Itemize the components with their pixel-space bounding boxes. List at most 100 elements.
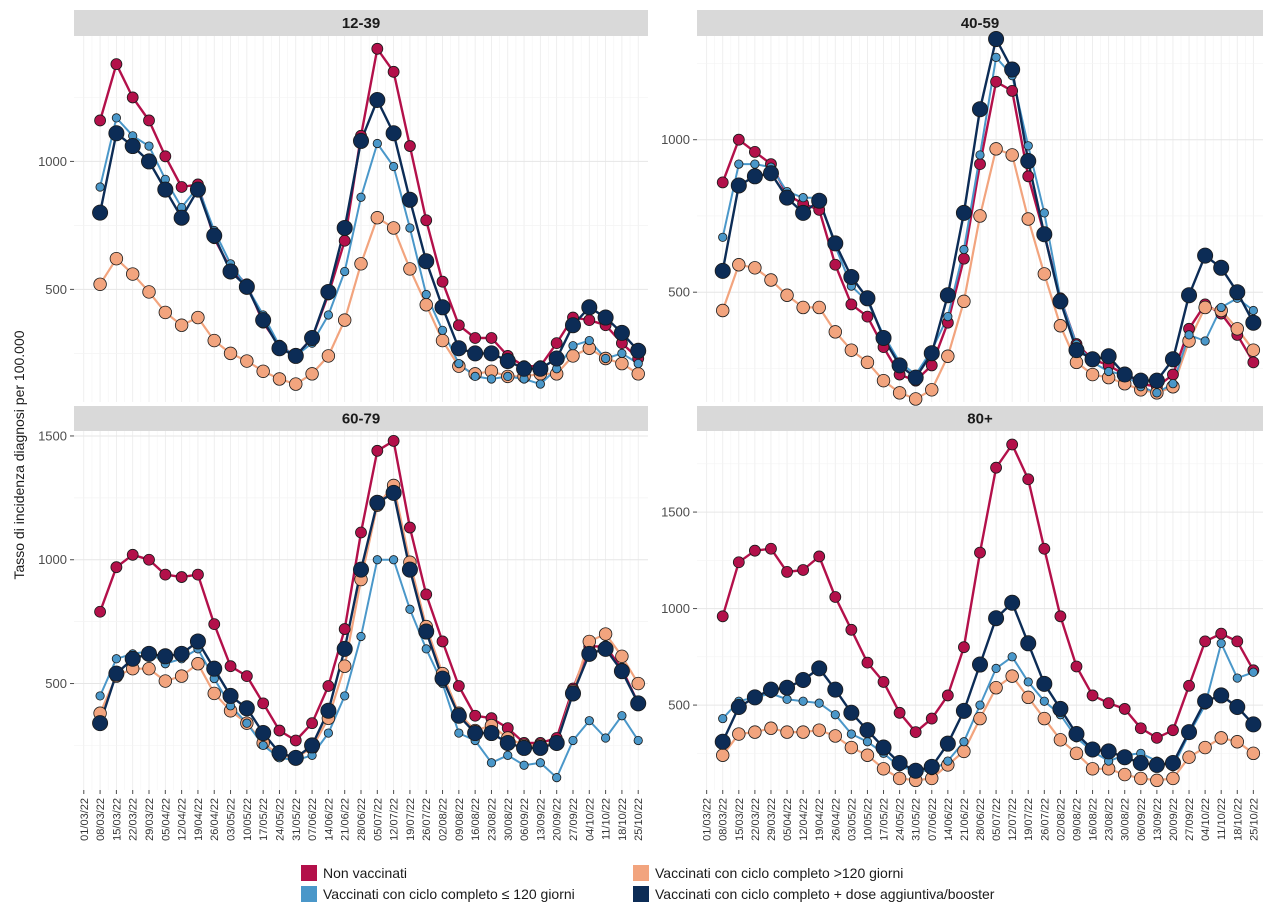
data-point	[403, 262, 417, 276]
data-point	[991, 663, 1001, 674]
data-point	[322, 680, 335, 692]
data-point	[779, 679, 796, 696]
series-line	[721, 675, 1255, 782]
data-point	[568, 341, 578, 351]
data-point	[957, 744, 971, 759]
data-point	[973, 209, 987, 223]
data-point	[1004, 594, 1021, 611]
data-point	[907, 369, 924, 386]
data-point	[988, 610, 1005, 627]
x-tick-label: 12/07/22	[389, 798, 401, 841]
panel-title: 80+	[967, 411, 993, 428]
data-point	[844, 740, 859, 755]
data-point	[1036, 675, 1053, 692]
data-point	[827, 235, 844, 252]
data-point	[1216, 638, 1226, 648]
data-point	[1134, 722, 1147, 735]
data-point	[716, 303, 730, 318]
data-point	[1039, 208, 1049, 218]
data-point	[974, 546, 986, 559]
y-tick-label: 500	[668, 285, 690, 300]
panel-title: 40-59	[961, 15, 999, 32]
data-point	[730, 177, 747, 194]
data-point	[434, 299, 451, 316]
data-point	[955, 702, 972, 719]
y-axis-title: Tasso di incidenza diagnosi per 100.000	[11, 330, 27, 579]
data-point	[1166, 771, 1180, 786]
data-point	[158, 305, 173, 320]
data-point	[470, 371, 480, 382]
data-point	[795, 204, 812, 221]
panel-strip	[74, 10, 648, 36]
data-point	[876, 762, 891, 776]
x-tick-label: 17/05/22	[879, 798, 891, 841]
x-tick-label: 07/06/22	[307, 798, 319, 841]
x-tick-label: 28/06/22	[356, 798, 368, 841]
data-point	[716, 748, 730, 762]
data-point	[126, 267, 140, 281]
data-point	[1036, 226, 1053, 243]
data-point	[812, 300, 826, 315]
panel-title: 60-79	[342, 411, 380, 428]
data-point	[238, 278, 255, 295]
data-point	[828, 729, 842, 743]
data-point	[1037, 711, 1052, 726]
data-point	[891, 357, 908, 374]
data-point	[714, 733, 731, 750]
data-point	[732, 258, 746, 272]
data-point	[730, 699, 747, 716]
data-point	[1229, 699, 1246, 716]
data-point	[843, 268, 860, 285]
data-point	[369, 494, 386, 511]
data-point	[1199, 635, 1212, 648]
x-tick-label: 12/07/22	[1007, 798, 1019, 841]
data-point	[418, 623, 435, 640]
x-tick-label: 21/06/22	[340, 798, 352, 841]
data-point	[142, 285, 156, 299]
data-point	[452, 680, 465, 692]
data-point	[781, 565, 793, 578]
data-point	[141, 645, 158, 662]
data-point	[532, 739, 549, 756]
x-tick-label: 19/04/22	[193, 798, 205, 841]
data-point	[814, 698, 824, 708]
data-point	[613, 324, 630, 341]
data-point	[861, 310, 874, 323]
data-point	[1200, 336, 1210, 346]
x-tick-label: 02/08/22	[1055, 798, 1067, 841]
y-tick-label: 1000	[661, 132, 690, 147]
x-tick-label: 26/07/22	[421, 798, 433, 841]
data-point	[631, 367, 645, 381]
x-tick-label: 18/10/22	[617, 798, 629, 841]
data-point	[174, 669, 189, 683]
data-point	[338, 623, 351, 635]
data-point	[1248, 305, 1258, 316]
data-point	[224, 660, 237, 673]
series-line	[721, 56, 1255, 394]
x-tick-label: 12/04/22	[177, 798, 189, 841]
data-point	[405, 223, 415, 233]
data-point	[958, 252, 970, 265]
data-point	[923, 758, 940, 775]
x-tick-label: 29/03/22	[766, 798, 778, 841]
data-point	[242, 718, 252, 728]
data-point	[764, 721, 778, 735]
x-tick-label: 14/06/22	[323, 798, 335, 841]
data-point	[289, 377, 303, 391]
data-point	[320, 283, 337, 300]
data-point	[258, 740, 268, 751]
data-point	[222, 687, 239, 704]
data-point	[990, 461, 1002, 474]
data-point	[356, 631, 366, 642]
data-point	[829, 258, 842, 271]
data-point	[94, 605, 106, 618]
data-point	[1150, 731, 1163, 744]
data-point	[908, 392, 923, 406]
data-point	[631, 676, 645, 691]
data-point	[860, 748, 875, 762]
data-point	[877, 676, 890, 688]
data-point	[1216, 302, 1226, 313]
data-point	[389, 555, 399, 565]
x-tick-label: 31/05/22	[911, 798, 923, 841]
data-point	[613, 663, 630, 680]
